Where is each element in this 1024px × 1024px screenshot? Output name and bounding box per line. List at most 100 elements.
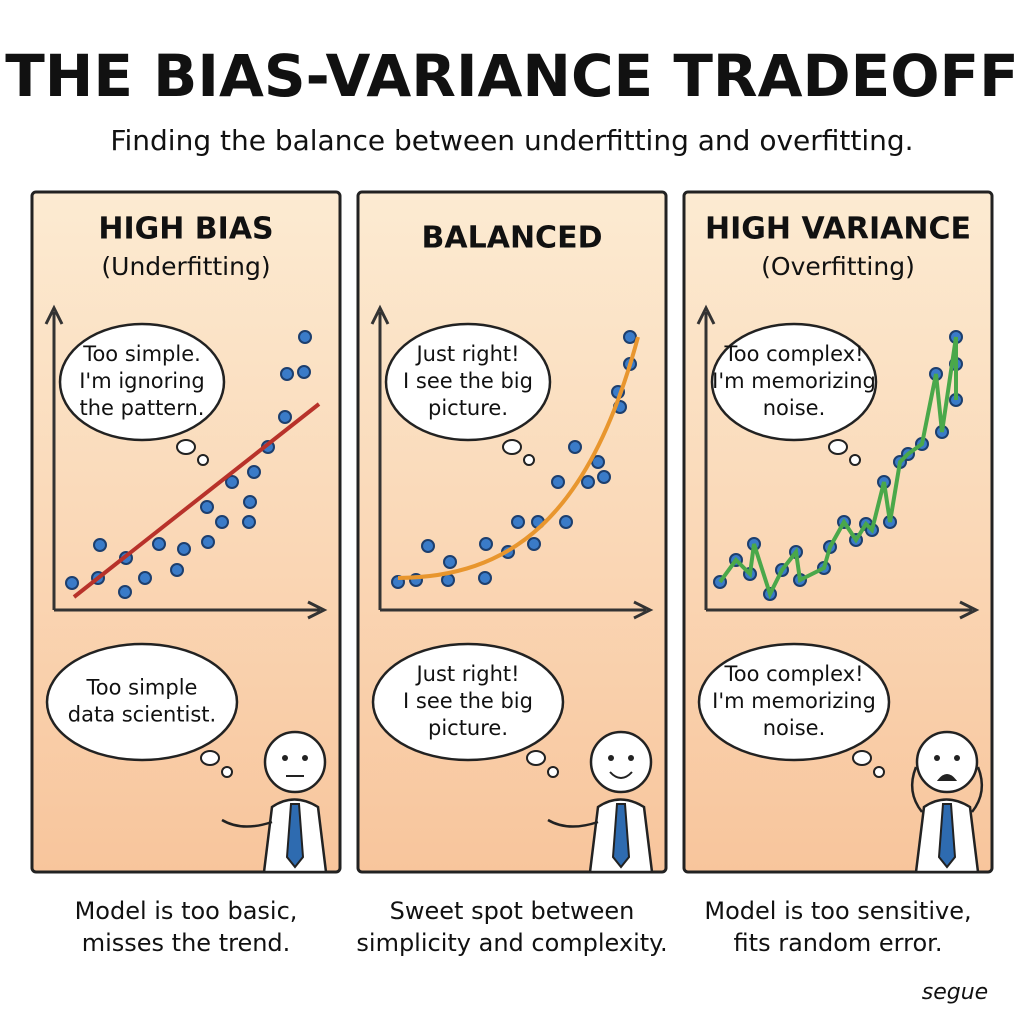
thought-dot — [852, 750, 872, 766]
data-point — [65, 576, 79, 590]
person-head — [915, 730, 979, 794]
data-point — [297, 365, 311, 379]
person-arm — [547, 818, 599, 828]
data-point — [443, 555, 457, 569]
thought-dot — [176, 439, 196, 455]
caption: Model is too sensitive, — [704, 897, 971, 925]
person-arm — [221, 818, 273, 828]
fit-line — [397, 336, 640, 580]
thought-bubble — [697, 642, 891, 762]
thought-text: noise. — [763, 716, 826, 740]
data-point — [479, 537, 493, 551]
thought-bubble — [384, 322, 552, 442]
thought-text: picture. — [428, 716, 508, 740]
thought-text: I see the big — [403, 369, 533, 393]
title: THE BIAS-VARIANCE TRADEOFF — [5, 42, 1019, 110]
data-point — [478, 571, 492, 585]
person-eye — [954, 755, 960, 761]
data-point — [170, 563, 184, 577]
caption: fits random error. — [734, 929, 943, 957]
thought-text: picture. — [428, 396, 508, 420]
data-point — [280, 367, 294, 381]
person-mouth — [609, 771, 633, 779]
thought-dot — [849, 454, 861, 466]
thought-text: Too complex! — [723, 342, 863, 366]
person-head — [263, 730, 327, 794]
thought-text: I'm memorizing — [712, 369, 876, 393]
panel-heading: BALANCED — [422, 221, 603, 256]
data-point — [623, 330, 637, 344]
data-point — [247, 465, 261, 479]
person-tie — [937, 803, 957, 869]
caption: misses the trend. — [82, 929, 291, 957]
data-point — [243, 495, 257, 509]
thought-text: Too simple. — [82, 342, 201, 366]
axes — [696, 304, 980, 620]
panel: HIGH BIAS (Underfitting) Too simple. I'm ig… — [30, 190, 342, 874]
thought-dot — [547, 766, 559, 778]
axes — [370, 304, 654, 620]
signature: segue — [922, 980, 988, 1005]
data-point — [201, 535, 215, 549]
thought-text: I'm ignoring — [79, 369, 205, 393]
thought-text: Too simple — [86, 676, 198, 700]
panel: HIGH VARIANCE (Overfitting) Too complex! I'… — [682, 190, 994, 874]
thought-dot — [828, 439, 848, 455]
data-point — [568, 440, 582, 454]
panel: BALANCED Just right! I see the big picture.… — [356, 190, 668, 874]
thought-text: Just right! — [414, 662, 519, 686]
thought-bubble — [710, 322, 878, 442]
data-point — [215, 515, 229, 529]
thought-dot — [502, 439, 522, 455]
person-mouth — [936, 774, 958, 781]
fit-line — [718, 336, 958, 600]
thought-text: Too complex! — [723, 662, 863, 686]
caption: simplicity and complexity. — [356, 929, 667, 957]
data-point — [511, 515, 525, 529]
panels: HIGH BIAS (Underfitting) Too simple. I'm ig… — [30, 190, 994, 957]
person-arm — [910, 766, 984, 813]
thought-dot — [197, 454, 209, 466]
thought-dot — [523, 454, 535, 466]
person-eye — [302, 755, 308, 761]
data-point — [421, 539, 435, 553]
data-point — [152, 537, 166, 551]
thought-bubble — [45, 642, 239, 762]
data-point — [200, 500, 214, 514]
subtitle: Finding the balance between underfitting… — [110, 124, 913, 157]
data-point — [527, 537, 541, 551]
panel-heading: HIGH BIAS — [98, 212, 273, 247]
person-eye — [628, 755, 634, 761]
data-point — [551, 475, 565, 489]
data-point — [581, 475, 595, 489]
caption: Model is too basic, — [75, 897, 298, 925]
thought-dot — [873, 766, 885, 778]
thought-bubble — [371, 642, 565, 762]
person-eye — [282, 755, 288, 761]
thought-dot — [221, 766, 233, 778]
thought-text: Just right! — [414, 342, 519, 366]
thought-text: I see the big — [403, 689, 533, 713]
data-point — [242, 515, 256, 529]
panel-subheading: (Underfitting) — [101, 252, 270, 281]
data-point — [177, 542, 191, 556]
thought-bubble — [58, 322, 226, 442]
thought-text: data scientist. — [68, 703, 216, 727]
data-point — [118, 585, 132, 599]
fit-line — [72, 402, 321, 599]
data-point — [591, 455, 605, 469]
panel-subheading: (Overfitting) — [761, 252, 915, 281]
data-point — [597, 470, 611, 484]
data-point — [93, 538, 107, 552]
thought-text: the pattern. — [80, 396, 205, 420]
thought-text: I'm memorizing — [712, 689, 876, 713]
axes — [44, 304, 328, 620]
panel-heading: HIGH VARIANCE — [705, 212, 971, 247]
data-point — [559, 515, 573, 529]
person-head — [589, 730, 653, 794]
person-tie — [611, 803, 631, 869]
data-point — [225, 475, 239, 489]
caption: Sweet spot between — [390, 897, 635, 925]
thought-dot — [200, 750, 220, 766]
